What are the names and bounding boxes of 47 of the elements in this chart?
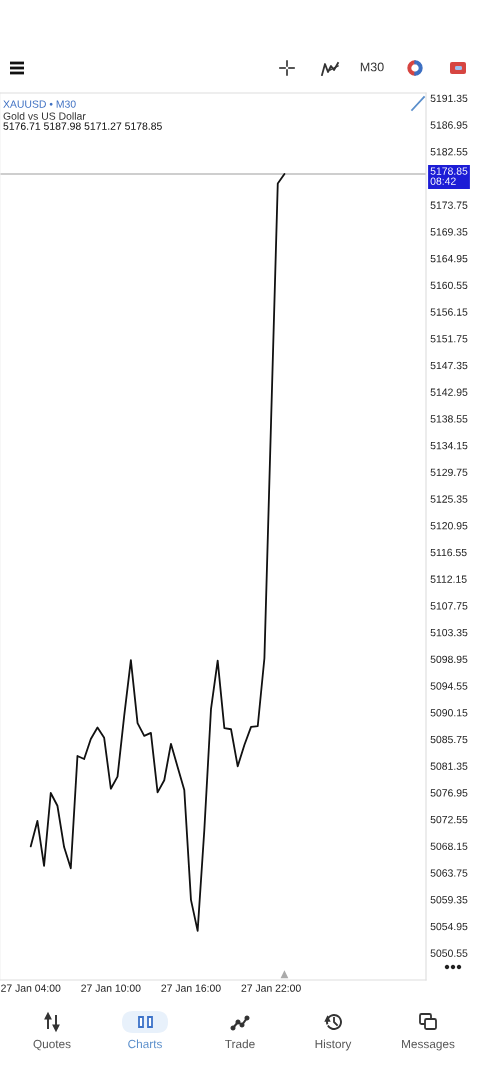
annotation: 5176.71 5187.98 5171.27 5178.85	[3, 122, 162, 130]
y-tick-label: 5147.35	[430, 361, 468, 370]
y-tick-label: 5054.95	[430, 922, 468, 931]
y-tick-label: 5134.15	[430, 441, 468, 450]
line-series	[29, 173, 286, 932]
ref-line-label: 5178.85 08:42	[430, 167, 468, 185]
y-tick-label: 5059.35	[430, 896, 468, 904]
x-tick-label: 27 Jan 10:00	[81, 984, 141, 992]
y-tick-label: 5072.55	[430, 815, 468, 824]
y-tick-label: 5125.35	[430, 495, 468, 503]
x-tick-label: 27 Jan 04:00	[1, 984, 61, 992]
y-tick-label: 5090.15	[430, 709, 468, 717]
y-tick-label: 5107.75	[430, 602, 468, 610]
text: Quotes	[33, 1039, 71, 1051]
y-tick-label: 5138.55	[430, 415, 468, 423]
y-tick-label: 5186.95	[430, 121, 468, 129]
y-tick-label: 5081.35	[430, 762, 468, 770]
y-tick-label: 5116.55	[430, 548, 467, 557]
y-tick-label: 5173.75	[430, 201, 468, 209]
y-tick-label: 5112.15	[430, 575, 467, 583]
text: Trade	[225, 1039, 255, 1049]
y-tick-label: 5169.35	[430, 228, 468, 236]
y-tick-label: 5129.75	[430, 468, 468, 477]
y-tick-label: 5103.35	[430, 628, 468, 637]
text: M30	[360, 62, 384, 72]
x-tick-label: 27 Jan 16:00	[161, 984, 221, 992]
text: XAUUSD • M30	[3, 100, 76, 108]
y-tick-label: 5191.35	[430, 94, 468, 103]
y-tick-label: 5050.55	[430, 949, 468, 957]
y-tick-label: 5063.75	[430, 869, 468, 877]
x-tick-label: 27 Jan 22:00	[241, 984, 301, 992]
y-tick-label: 5098.95	[430, 655, 468, 664]
y-tick-label: 5156.15	[430, 308, 468, 316]
y-tick-label: 5160.55	[430, 281, 468, 290]
text: Gold vs US Dollar	[3, 112, 86, 120]
y-tick-label: 5068.15	[430, 842, 468, 851]
text: Charts	[128, 1039, 162, 1049]
y-tick-label: 5151.75	[430, 335, 468, 343]
y-tick-label: 5182.55	[430, 148, 468, 156]
y-tick-label: 5142.95	[430, 388, 468, 396]
text: Messages	[402, 1039, 455, 1051]
y-tick-label: 5120.95	[430, 522, 468, 530]
y-tick-label: 5164.95	[430, 254, 468, 263]
y-tick-label: 5076.95	[430, 789, 468, 797]
text: History	[315, 1039, 352, 1051]
y-tick-label: 5085.75	[430, 735, 468, 744]
y-tick-label: 5094.55	[430, 682, 468, 690]
